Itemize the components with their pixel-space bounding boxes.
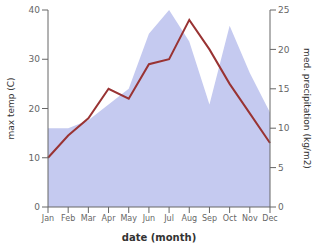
svg-text:0: 0 <box>278 202 284 212</box>
svg-text:15: 15 <box>278 84 289 94</box>
svg-text:Jun: Jun <box>142 214 156 223</box>
svg-text:0: 0 <box>34 202 40 212</box>
svg-text:20: 20 <box>278 45 290 55</box>
svg-text:med. precipitation (kg/m2): med. precipitation (kg/m2) <box>302 48 312 169</box>
svg-text:date (month): date (month) <box>122 232 196 243</box>
svg-text:40: 40 <box>29 5 41 15</box>
svg-text:Oct: Oct <box>223 214 237 223</box>
svg-text:Jul: Jul <box>163 214 174 223</box>
svg-text:max temp (C): max temp (C) <box>6 77 16 139</box>
svg-text:25: 25 <box>278 5 289 15</box>
svg-text:Aug: Aug <box>181 214 197 223</box>
svg-text:Sep: Sep <box>202 214 217 223</box>
svg-text:May: May <box>120 214 137 223</box>
svg-text:5: 5 <box>278 163 284 173</box>
svg-text:30: 30 <box>29 54 41 64</box>
svg-text:20: 20 <box>29 104 41 114</box>
svg-text:Dec: Dec <box>262 214 277 223</box>
svg-text:Jan: Jan <box>41 214 54 223</box>
svg-text:Mar: Mar <box>81 214 97 223</box>
svg-text:Apr: Apr <box>102 214 117 223</box>
svg-text:Nov: Nov <box>242 214 258 223</box>
svg-text:Feb: Feb <box>61 214 75 223</box>
svg-text:10: 10 <box>278 123 290 133</box>
svg-text:10: 10 <box>29 153 41 163</box>
